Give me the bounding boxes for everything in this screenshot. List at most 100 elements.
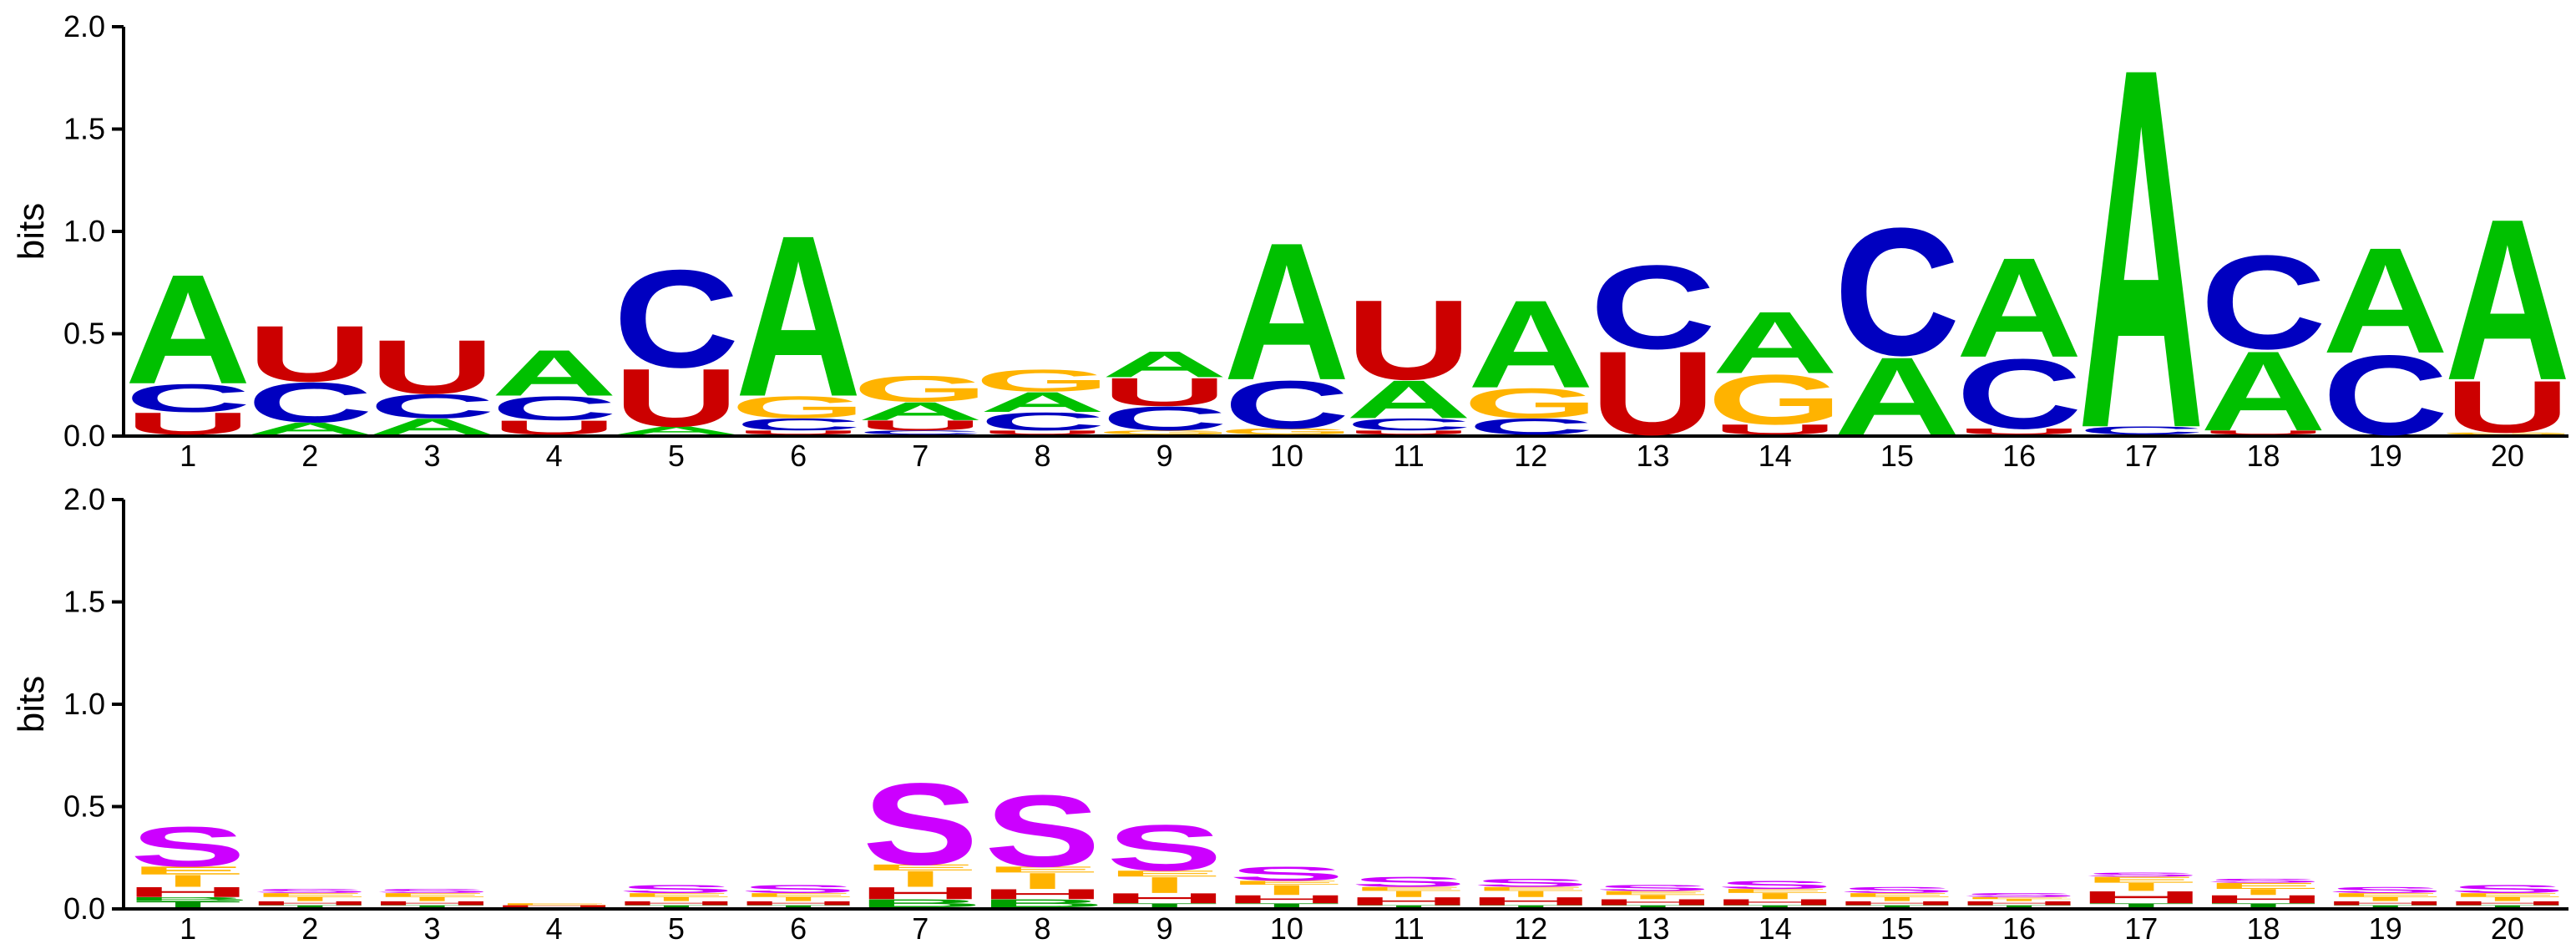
y-tick-label: 0.0 bbox=[63, 891, 105, 926]
x-tick-label: 17 bbox=[2124, 911, 2158, 944]
logo-letter-C: C bbox=[1590, 241, 1716, 374]
x-tick-label: 6 bbox=[790, 911, 807, 944]
logo-letter-H: H bbox=[1956, 900, 2083, 906]
x-tick-label: 5 bbox=[668, 439, 685, 473]
logo-letter-H: H bbox=[491, 905, 617, 908]
logo-letter-E: E bbox=[1228, 880, 1344, 886]
logo-letter-I: I bbox=[1873, 896, 1921, 903]
logo-letter-U: U bbox=[1346, 429, 1472, 436]
x-tick-label: 7 bbox=[912, 439, 929, 473]
x-tick-label: 3 bbox=[423, 439, 440, 473]
logo-letter-E: E bbox=[496, 902, 612, 906]
logo-letter-E: E bbox=[1717, 888, 1833, 895]
y-tick-label: 2.0 bbox=[63, 9, 105, 43]
logo-letter-B: B bbox=[858, 897, 984, 910]
logo-letter-T: T bbox=[1966, 905, 2072, 908]
logo-letter-T: T bbox=[623, 905, 730, 908]
logo-panel-top: 0.00.51.01.52.0bits1UCA2ACU3ACU4UCA5AUC6… bbox=[11, 0, 2575, 535]
logo-letter-I: I bbox=[286, 896, 334, 903]
logo-letter-T: T bbox=[1233, 902, 1340, 909]
logo-letter-I: I bbox=[164, 871, 212, 891]
logo-letter-A: A bbox=[858, 397, 984, 425]
logo-letter-E: E bbox=[1839, 892, 1955, 899]
logo-letter-I: I bbox=[2483, 896, 2532, 903]
x-tick-label: 16 bbox=[2002, 439, 2036, 473]
logo-letter-A: A bbox=[613, 424, 739, 437]
logo-letter-I: I bbox=[1384, 890, 1433, 899]
x-tick-label: 19 bbox=[2369, 439, 2402, 473]
y-axis-label: bits bbox=[11, 203, 52, 260]
logo-letter-I: I bbox=[1628, 894, 1677, 901]
logo-letter-E: E bbox=[1473, 886, 1589, 892]
logo-letter-I: I bbox=[2239, 887, 2287, 896]
x-tick-label: 2 bbox=[301, 439, 318, 473]
x-tick-label: 6 bbox=[790, 439, 807, 473]
logo-letter-A: A bbox=[247, 419, 373, 439]
logo-letter-H: H bbox=[858, 884, 984, 903]
logo-letter-T: T bbox=[1600, 905, 1707, 908]
x-tick-label: 8 bbox=[1034, 439, 1050, 473]
logo-letter-E: E bbox=[863, 863, 979, 872]
x-tick-label: 20 bbox=[2491, 439, 2524, 473]
logo-letter-U: U bbox=[858, 418, 984, 434]
y-axis-label: bits bbox=[11, 676, 52, 733]
logo-letter-U: U bbox=[125, 406, 251, 441]
logo-letter-T: T bbox=[745, 905, 852, 908]
logo-letter-C: C bbox=[979, 407, 1106, 435]
logo-letter-I: I bbox=[774, 896, 822, 903]
logo-letter-U: U bbox=[2200, 429, 2326, 436]
logo-letter-S: S bbox=[618, 883, 734, 896]
logo-letter-C: C bbox=[2078, 424, 2204, 437]
logo-letter-A: A bbox=[369, 414, 495, 439]
logo-letter-C: C bbox=[1468, 414, 1594, 439]
logo-letter-T: T bbox=[379, 905, 486, 908]
logo-letter-G: G bbox=[731, 390, 867, 425]
logo-letter-U: U bbox=[1101, 370, 1227, 414]
x-tick-label: 15 bbox=[1880, 911, 1914, 944]
x-tick-label: 2 bbox=[301, 911, 318, 944]
logo-letter-T: T bbox=[2088, 902, 2194, 909]
logo-letter-C: C bbox=[247, 371, 373, 434]
logo-letter-H: H bbox=[613, 900, 739, 906]
x-tick-label: 5 bbox=[668, 911, 685, 944]
logo-letter-A: A bbox=[2322, 216, 2448, 384]
x-tick-label: 14 bbox=[1759, 439, 1792, 473]
logo-letter-C: C bbox=[1223, 367, 1349, 444]
logo-letter-C: C bbox=[1101, 399, 1227, 438]
logo-letter-H: H bbox=[1834, 900, 1960, 906]
logo-letter-E: E bbox=[2205, 881, 2321, 891]
logo-letter-I: I bbox=[1018, 868, 1066, 893]
logo-letter-H: H bbox=[2444, 900, 2570, 906]
logo-letter-U: U bbox=[736, 429, 862, 436]
logo-letter-G: G bbox=[853, 368, 989, 409]
logo-letter-H: H bbox=[1346, 895, 1472, 907]
logo-letter-S: S bbox=[1595, 883, 1711, 892]
logo-letter-A: A bbox=[1956, 228, 2083, 387]
logo-letter-T: T bbox=[2210, 902, 2317, 909]
logo-letter-E: E bbox=[129, 865, 245, 877]
logo-letter-U: U bbox=[1346, 277, 1472, 403]
logo-letter-E: E bbox=[2327, 892, 2443, 899]
y-tick-label: 1.5 bbox=[63, 585, 105, 619]
logo-letter-A: A bbox=[1346, 369, 1472, 429]
x-tick-label: 17 bbox=[2124, 439, 2158, 473]
logo-letter-A: A bbox=[125, 242, 251, 417]
x-tick-label: 4 bbox=[546, 911, 563, 944]
logo-letter-A: A bbox=[1834, 334, 1960, 459]
logo-letter-E: E bbox=[618, 892, 734, 899]
logo-letter-S: S bbox=[740, 883, 856, 896]
logo-letter-G: G bbox=[1219, 427, 1355, 436]
logo-letter-E: E bbox=[1961, 896, 2077, 900]
x-tick-label: 8 bbox=[1034, 911, 1050, 944]
logo-letter-U: U bbox=[2444, 366, 2570, 449]
y-tick-label: 0.5 bbox=[63, 317, 105, 351]
x-tick-label: 18 bbox=[2246, 911, 2280, 944]
logo-letter-C: C bbox=[2200, 228, 2326, 378]
logo-letter-T: T bbox=[1477, 905, 1584, 908]
logo-letter-C: C bbox=[1346, 415, 1472, 434]
x-tick-label: 9 bbox=[1156, 439, 1173, 473]
logo-letter-H: H bbox=[1223, 893, 1349, 906]
logo-letter-C: C bbox=[125, 376, 251, 420]
logo-letter-C: C bbox=[1834, 191, 1960, 394]
logo-letter-A: A bbox=[491, 337, 617, 409]
